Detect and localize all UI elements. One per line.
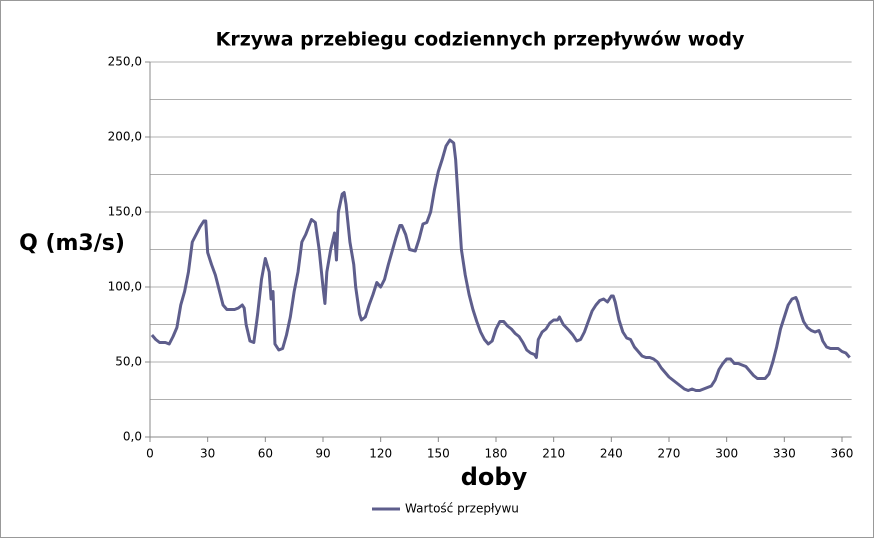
x-tick-label: 360 — [831, 447, 854, 461]
y-tick-label: 100,0 — [108, 280, 142, 294]
chart-title: Krzywa przebiegu codziennych przepływów … — [216, 29, 745, 51]
x-tick-label: 60 — [258, 447, 273, 461]
x-tick-label: 210 — [542, 447, 565, 461]
x-axis-label: doby — [461, 463, 528, 491]
y-tick-label: 150,0 — [108, 205, 142, 219]
y-tick-label: 250,0 — [108, 55, 142, 69]
y-tick-label: 50,0 — [115, 355, 142, 369]
legend-label: Wartość przepływu — [405, 502, 519, 516]
x-tick-label: 0 — [146, 447, 154, 461]
x-tick-label: 330 — [773, 447, 796, 461]
x-tick-label: 270 — [658, 447, 681, 461]
y-tick-label: 200,0 — [108, 130, 142, 144]
x-tick-label: 300 — [715, 447, 738, 461]
x-tick-label: 180 — [485, 447, 508, 461]
x-tick-label: 240 — [600, 447, 623, 461]
data-line — [150, 138, 851, 392]
y-tick-label: 0,0 — [123, 430, 142, 444]
x-tick-label: 90 — [315, 447, 330, 461]
x-tick-label: 150 — [427, 447, 450, 461]
x-tick-label: 120 — [369, 447, 392, 461]
x-tick-label: 30 — [200, 447, 215, 461]
y-axis-label: Q (m3/s) — [19, 231, 125, 256]
